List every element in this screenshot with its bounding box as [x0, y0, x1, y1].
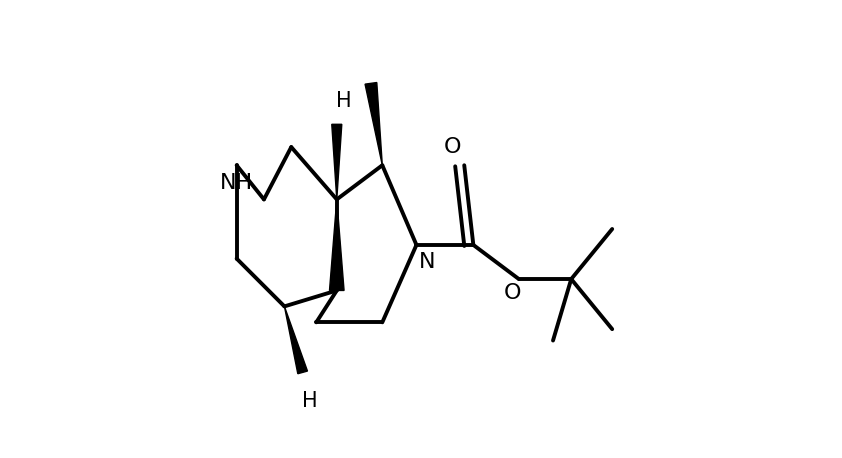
Text: NH: NH: [220, 174, 253, 193]
Polygon shape: [329, 199, 344, 290]
Polygon shape: [332, 124, 342, 199]
Text: H: H: [336, 91, 351, 111]
Polygon shape: [285, 306, 307, 374]
Text: O: O: [504, 283, 521, 303]
Text: H: H: [301, 391, 317, 411]
Text: O: O: [444, 137, 461, 157]
Text: N: N: [418, 252, 435, 272]
Polygon shape: [365, 82, 382, 165]
